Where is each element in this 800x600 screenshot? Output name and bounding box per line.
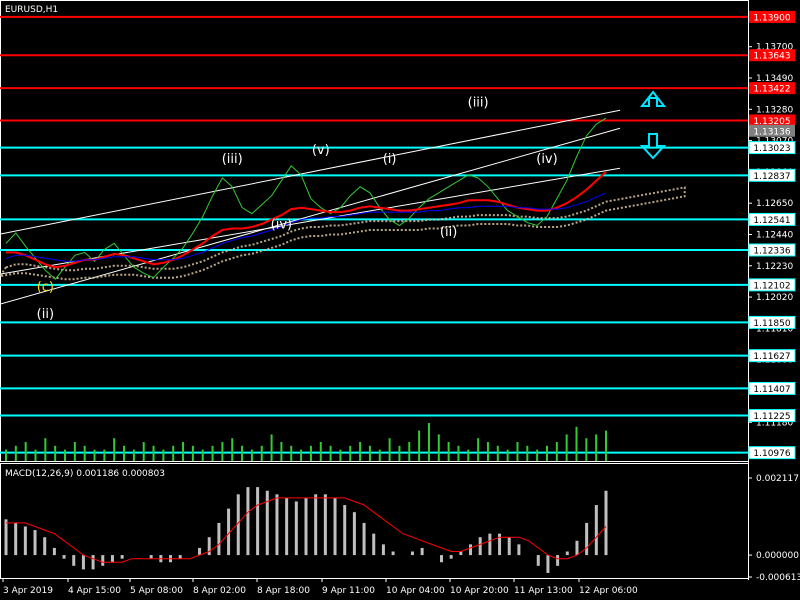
series-line-1 — [6, 171, 607, 269]
channel-line-1 — [0, 109, 621, 235]
support-level-tag-text: 1.11627 — [753, 352, 790, 362]
down-arrow-icon — [639, 133, 667, 160]
time-tick-label: 4 Apr 15:00 — [68, 586, 121, 596]
axis-tick-label: 1.13700 — [756, 43, 793, 53]
cloud-band — [0, 186, 686, 281]
time-tick-label: 12 Apr 06:00 — [579, 586, 638, 596]
axis-tick-label: 1.13490 — [756, 74, 793, 84]
support-level-tag — [748, 315, 796, 329]
channel-line-0 — [0, 127, 621, 305]
macd-axis-label: 0.000000 — [756, 551, 799, 561]
support-level-tag — [748, 349, 796, 363]
support-level-tag-text: 1.10976 — [753, 449, 790, 459]
support-level-tag — [748, 243, 796, 257]
wave-label: (iv) — [536, 152, 557, 167]
time-tick-label: 9 Apr 11:00 — [322, 586, 375, 596]
support-level-tag — [748, 168, 796, 182]
axis-tick-label: 1.11810 — [756, 324, 793, 334]
support-level-tag-text: 1.11407 — [753, 385, 790, 395]
wave-label: (v) — [312, 143, 330, 158]
time-tick-label: 11 Apr 13:00 — [514, 586, 573, 596]
current-price-tag-text: 1.13136 — [753, 127, 790, 137]
support-level-tag — [748, 446, 796, 460]
wave-label: (iv) — [271, 218, 292, 233]
macd-signal-line — [6, 497, 607, 563]
resistance-level-tag-text: 1.13422 — [753, 85, 790, 95]
time-axis: 3 Apr 2019 4 Apr 15:00 5 Apr 08:00 8 Apr 02… — [2, 578, 638, 596]
axis-tick-label: 1.12230 — [756, 262, 793, 272]
support-level-tag-text: 1.11850 — [753, 319, 790, 329]
volume-bars — [5, 423, 607, 461]
resistance-level-tag — [749, 49, 795, 62]
support-level-tag — [748, 212, 796, 226]
support-level-tag — [748, 141, 796, 155]
time-tick-label: 10 Apr 04:00 — [386, 586, 445, 596]
support-level-tag-text: 1.12541 — [753, 216, 790, 226]
wave-labels: (c) (ii) (iii) (iv) (v) (i) (ii) (iii) (iv) — [37, 95, 558, 322]
wave-label: (c) — [37, 280, 54, 295]
series-line-0 — [5, 117, 607, 280]
current-price-tag — [749, 124, 795, 137]
support-level-tag-text: 1.12837 — [753, 172, 790, 182]
macd-indicator: 0.002117 0.000000 -0.000613 — [4, 474, 800, 583]
wave-label: (i) — [383, 152, 397, 167]
channel-line-2 — [0, 167, 621, 275]
time-tick-label: 10 Apr 20:00 — [450, 586, 509, 596]
axis-tick-label: 1.12020 — [756, 293, 793, 303]
macd-axis-label: -0.000613 — [756, 573, 800, 583]
resistance-level-tag — [749, 82, 795, 95]
resistance-level-tag — [749, 114, 795, 127]
horizontal-levels — [0, 15, 748, 454]
time-tick-label: 3 Apr 2019 — [3, 586, 53, 596]
time-tick-label: 5 Apr 08:00 — [130, 586, 183, 596]
support-level-tag-text: 1.12336 — [753, 246, 790, 256]
direction-arrows — [639, 90, 667, 160]
wave-label: (iii) — [222, 152, 243, 167]
symbol-title: EURUSD,H1 — [5, 5, 58, 15]
support-level-tag-text: 1.11225 — [753, 412, 790, 422]
axis-tick-label: 1.11180 — [756, 418, 793, 428]
ichimoku-cloud — [0, 186, 686, 281]
resistance-level-tag-text: 1.13643 — [753, 52, 790, 62]
support-level-tag-text: 1.12102 — [753, 281, 790, 291]
support-level-tag — [748, 278, 796, 292]
series-line-2 — [5, 192, 607, 262]
wave-label: (iii) — [468, 95, 489, 110]
axis-tick-label: 1.12650 — [756, 199, 793, 209]
support-level-tag — [748, 381, 796, 395]
wave-label: (ii) — [440, 225, 457, 240]
resistance-level-tag-text: 1.13205 — [753, 117, 790, 127]
price-axis: 1.137001.134901.132801.130701.128601.126… — [748, 10, 796, 460]
resistance-level-tag — [749, 10, 795, 23]
axis-tick-label: 1.12440 — [756, 230, 793, 240]
macd-title: MACD(12,26,9) 0.001186 0.000803 — [5, 469, 165, 479]
price-series — [5, 117, 607, 280]
wave-label: (ii) — [37, 307, 54, 322]
support-level-tag — [748, 409, 796, 423]
up-arrow-icon — [639, 90, 667, 107]
macd-axis-label: 0.002117 — [756, 474, 799, 484]
axis-tick-label: 1.13280 — [756, 105, 793, 115]
resistance-level-tag-text: 1.13900 — [753, 13, 790, 23]
support-level-tag-text: 1.13023 — [753, 144, 790, 154]
time-tick-label: 8 Apr 18:00 — [257, 586, 310, 596]
time-tick-label: 8 Apr 02:00 — [193, 586, 246, 596]
